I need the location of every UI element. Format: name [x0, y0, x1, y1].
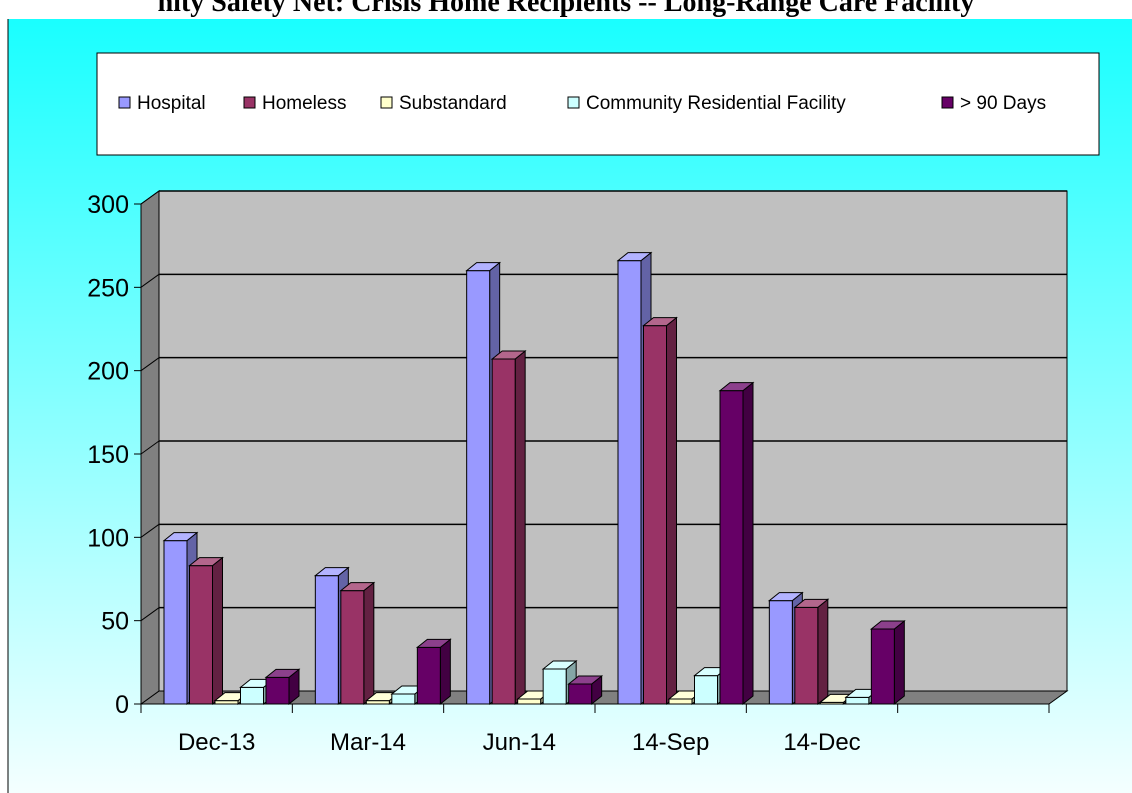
legend-label-0: Hospital — [137, 93, 206, 114]
legend-swatch-2 — [380, 96, 393, 109]
legend-swatch-1 — [243, 96, 256, 109]
y-tick-label-4: 200 — [87, 358, 129, 386]
bars — [162, 251, 906, 706]
y-tick-label-5: 250 — [87, 274, 129, 302]
x-tick-label-3: 14-Sep — [632, 729, 709, 756]
y-tick-label-0: 0 — [115, 691, 129, 719]
gridline-side-5 — [140, 273, 160, 288]
bar-3-4 — [718, 381, 755, 706]
bar-1-4 — [415, 638, 452, 706]
y-tick-label-1: 50 — [101, 608, 129, 636]
x-tick-label-0: Dec-13 — [178, 729, 255, 756]
bar-2-1 — [490, 349, 527, 706]
x-tick-label-4: 14-Dec — [783, 729, 860, 756]
y-tick-label-3: 150 — [87, 441, 129, 469]
bar-0-1 — [188, 556, 224, 706]
legend-label-4: > 90 Days — [960, 93, 1046, 114]
gridline-side-4 — [140, 357, 160, 372]
bar-4-4 — [869, 619, 906, 706]
legend-swatch-0 — [118, 96, 131, 109]
x-tick-label-1: Mar-14 — [330, 729, 406, 756]
page-title: nity Safety Net: Crisis Home Recipients … — [157, 0, 975, 18]
gridline-side-6 — [140, 190, 160, 205]
legend-label-3: Community Residential Facility — [586, 93, 846, 114]
bar-1-1 — [339, 581, 376, 706]
x-tick-label-2: Jun-14 — [483, 729, 556, 756]
legend-label-1: Homeless — [262, 93, 346, 114]
legend-swatch-3 — [567, 96, 580, 109]
gridline-side-2 — [140, 523, 160, 538]
gridline-side-3 — [140, 440, 160, 455]
legend-box — [96, 52, 1100, 156]
gridline-side-1 — [140, 607, 160, 622]
bar-4-1 — [793, 598, 830, 706]
legend-label-2: Substandard — [399, 93, 507, 114]
bar-3-1 — [642, 316, 678, 706]
bar-2-4 — [567, 674, 604, 706]
y-tick-label-6: 300 — [87, 191, 129, 219]
y-tick-label-2: 100 — [87, 524, 129, 552]
legend-swatch-4 — [941, 96, 954, 109]
bar-0-4 — [264, 668, 301, 706]
legend: Hospital Homeless Substandard Community Res… — [96, 52, 1100, 156]
